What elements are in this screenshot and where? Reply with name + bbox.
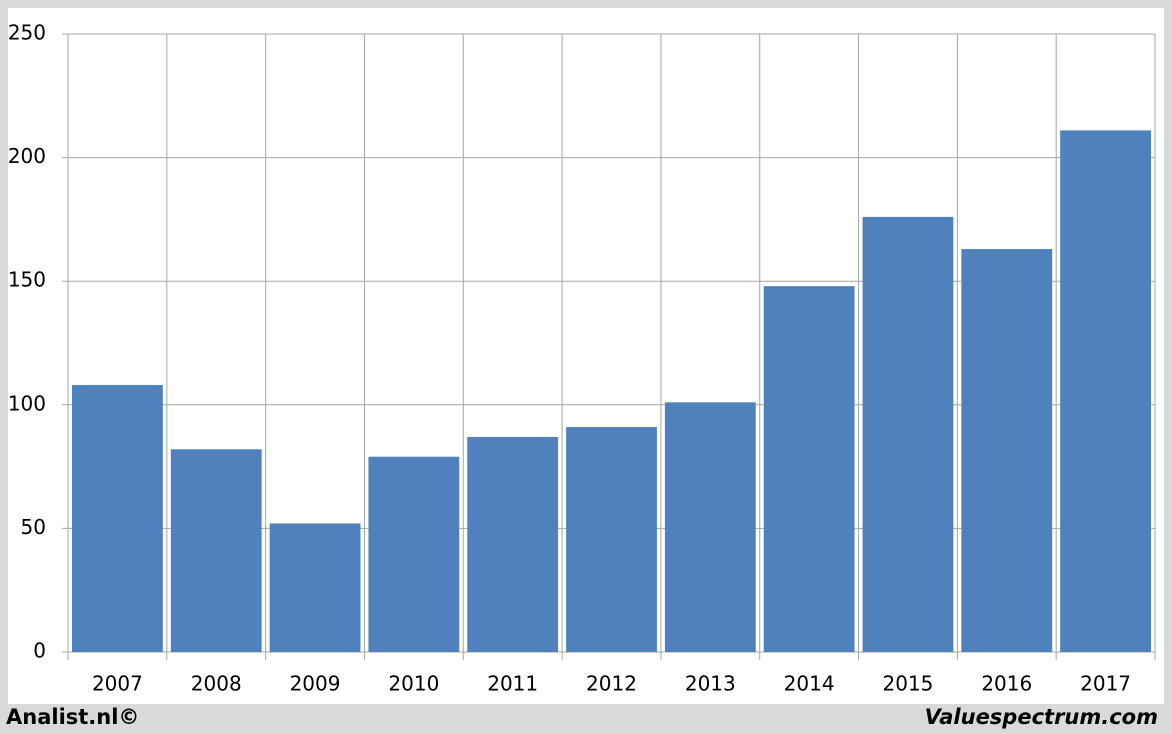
bar xyxy=(664,402,756,652)
bar xyxy=(170,449,262,652)
x-tick-label: 2008 xyxy=(191,672,242,696)
footer-left: Analist.nl© xyxy=(6,705,139,729)
bar xyxy=(72,385,163,652)
bar xyxy=(368,456,460,652)
x-tick-label: 2011 xyxy=(487,672,538,696)
bar xyxy=(467,436,559,652)
bar xyxy=(763,286,855,652)
x-tick-label: 2014 xyxy=(784,672,835,696)
x-tick-label: 2012 xyxy=(586,672,637,696)
x-tick-label: 2016 xyxy=(981,672,1032,696)
x-tick-label: 2010 xyxy=(388,672,439,696)
y-tick-label: 0 xyxy=(33,639,46,663)
y-tick-label: 100 xyxy=(8,391,46,415)
y-tick-label: 150 xyxy=(8,268,46,292)
x-tick-label: 2017 xyxy=(1080,672,1131,696)
x-tick-label: 2009 xyxy=(290,672,341,696)
y-tick-label: 200 xyxy=(8,144,46,168)
footer-right: Valuespectrum.com xyxy=(925,705,1158,729)
bar xyxy=(269,523,361,652)
x-tick-label: 2007 xyxy=(92,672,143,696)
bar xyxy=(566,427,657,652)
bar xyxy=(1060,130,1151,652)
bar xyxy=(862,216,954,653)
x-tick-label: 2013 xyxy=(685,672,736,696)
x-tick-label: 2015 xyxy=(883,672,934,696)
bar xyxy=(961,249,1053,652)
y-tick-label: 250 xyxy=(8,21,46,45)
y-tick-label: 50 xyxy=(21,515,46,539)
